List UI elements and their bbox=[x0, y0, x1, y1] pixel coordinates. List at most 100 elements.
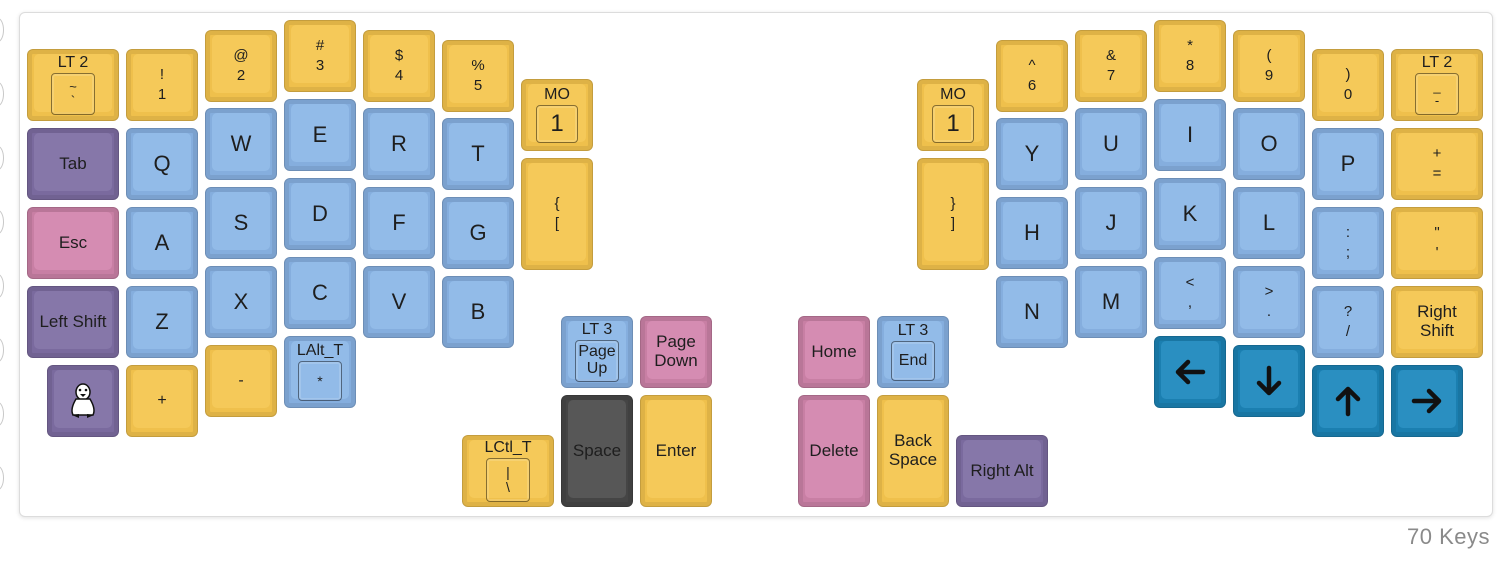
key-4[interactable]: $ 4 bbox=[363, 30, 435, 102]
key-base-label: 9 bbox=[1264, 67, 1274, 84]
key-left-bracket[interactable]: { [ bbox=[521, 158, 593, 270]
key-8[interactable]: * 8 bbox=[1154, 20, 1226, 92]
key-v[interactable]: V bbox=[363, 266, 435, 338]
key-c[interactable]: C bbox=[284, 257, 356, 329]
key-slash[interactable]: ? / bbox=[1312, 286, 1384, 358]
key-label: W bbox=[230, 130, 252, 156]
key-lalt-asterisk[interactable]: LAlt_T * bbox=[284, 336, 356, 408]
key-right-alt[interactable]: Right Alt bbox=[956, 435, 1048, 507]
key-g[interactable]: G bbox=[442, 197, 514, 269]
key-0[interactable]: ) 0 bbox=[1312, 49, 1384, 121]
key-label-line1: Page bbox=[656, 332, 696, 352]
key-comma[interactable]: < , bbox=[1154, 257, 1226, 329]
key-lt3-end[interactable]: LT 3 End bbox=[877, 316, 949, 388]
key-hold-label: MO bbox=[544, 86, 570, 103]
key-2[interactable]: @ 2 bbox=[205, 30, 277, 102]
key-period[interactable]: > . bbox=[1233, 266, 1305, 338]
key-1[interactable]: ! 1 bbox=[126, 49, 198, 121]
key-l[interactable]: L bbox=[1233, 187, 1305, 259]
key-tap-box: _ - bbox=[1415, 73, 1459, 115]
key-arrow-right[interactable] bbox=[1391, 365, 1463, 437]
key-6[interactable]: ^ 6 bbox=[996, 40, 1068, 112]
key-n[interactable]: N bbox=[996, 276, 1068, 348]
key-label: B bbox=[470, 298, 486, 324]
page-edge-markers bbox=[0, 18, 4, 498]
key-space[interactable]: Space bbox=[561, 395, 633, 507]
key-k[interactable]: K bbox=[1154, 178, 1226, 250]
key-7[interactable]: & 7 bbox=[1075, 30, 1147, 102]
key-9[interactable]: ( 9 bbox=[1233, 30, 1305, 102]
key-os-linux[interactable] bbox=[47, 365, 119, 437]
key-shift-label: { bbox=[554, 194, 560, 212]
key-z[interactable]: Z bbox=[126, 286, 198, 358]
key-label: V bbox=[391, 288, 407, 314]
key-shift-label: | bbox=[506, 464, 510, 481]
key-quote[interactable]: " ' bbox=[1391, 207, 1483, 279]
key-label: L bbox=[1262, 209, 1276, 235]
key-a[interactable]: A bbox=[126, 207, 198, 279]
key-label: Esc bbox=[58, 232, 88, 252]
key-mo1-right[interactable]: MO 1 bbox=[917, 79, 989, 151]
key-delete[interactable]: Delete bbox=[798, 395, 870, 507]
key-minus[interactable]: - bbox=[205, 345, 277, 417]
key-y[interactable]: Y bbox=[996, 118, 1068, 190]
key-home[interactable]: Home bbox=[798, 316, 870, 388]
up-arrow-icon bbox=[1335, 386, 1361, 417]
key-arrow-left[interactable] bbox=[1154, 336, 1226, 408]
key-enter[interactable]: Enter bbox=[640, 395, 712, 507]
key-b[interactable]: B bbox=[442, 276, 514, 348]
key-base-label: 0 bbox=[1343, 86, 1353, 103]
key-arrow-down[interactable] bbox=[1233, 345, 1305, 417]
key-d[interactable]: D bbox=[284, 178, 356, 250]
key-lctl-backslash[interactable]: LCtl_T | \ bbox=[462, 435, 554, 507]
key-tap-box: End bbox=[891, 341, 935, 381]
key-left-shift[interactable]: Left Shift bbox=[27, 286, 119, 358]
key-s[interactable]: S bbox=[205, 187, 277, 259]
key-i[interactable]: I bbox=[1154, 99, 1226, 171]
key-mo1-left[interactable]: MO 1 bbox=[521, 79, 593, 151]
key-shift-label: $ bbox=[394, 46, 404, 64]
key-shift-label: & bbox=[1105, 46, 1116, 64]
key-esc[interactable]: Esc bbox=[27, 207, 119, 279]
key-shift-label: > bbox=[1264, 282, 1274, 300]
key-shift-label: @ bbox=[233, 46, 249, 64]
key-r[interactable]: R bbox=[363, 108, 435, 180]
key-x[interactable]: X bbox=[205, 266, 277, 338]
key-label-line2: Down bbox=[654, 351, 698, 370]
key-t[interactable]: T bbox=[442, 118, 514, 190]
key-w[interactable]: W bbox=[205, 108, 277, 180]
key-right-shift[interactable]: Right Shift bbox=[1391, 286, 1483, 358]
key-count-label: 70 Keys bbox=[1407, 524, 1490, 549]
key-h[interactable]: H bbox=[996, 197, 1068, 269]
key-f[interactable]: F bbox=[363, 187, 435, 259]
key-lt3-page-up[interactable]: LT 3 Page Up bbox=[561, 316, 633, 388]
key-3[interactable]: # 3 bbox=[284, 20, 356, 92]
key-semicolon[interactable]: : ; bbox=[1312, 207, 1384, 279]
key-label: U bbox=[1103, 130, 1119, 156]
key-p[interactable]: P bbox=[1312, 128, 1384, 200]
key-5[interactable]: % 5 bbox=[442, 40, 514, 112]
key-lt2-minus[interactable]: LT 2 _ - bbox=[1391, 49, 1483, 121]
key-label: P bbox=[1340, 150, 1356, 176]
key-label: F bbox=[392, 209, 406, 235]
key-q[interactable]: Q bbox=[126, 128, 198, 200]
key-base-label: - bbox=[1434, 93, 1440, 108]
key-base-label: 8 bbox=[1185, 57, 1195, 74]
key-lt2-grave[interactable]: LT 2 ~ ` bbox=[27, 49, 119, 121]
key-tap-box: 1 bbox=[932, 105, 974, 143]
key-equals[interactable]: + = bbox=[1391, 128, 1483, 200]
key-backspace[interactable]: Back Space bbox=[877, 395, 949, 507]
key-plus[interactable]: + bbox=[126, 365, 198, 437]
key-o[interactable]: O bbox=[1233, 108, 1305, 180]
key-arrow-up[interactable] bbox=[1312, 365, 1384, 437]
key-j[interactable]: J bbox=[1075, 187, 1147, 259]
key-right-bracket[interactable]: } ] bbox=[917, 158, 989, 270]
key-base-label: \ bbox=[506, 479, 510, 495]
left-arrow-icon bbox=[1175, 359, 1206, 385]
key-e[interactable]: E bbox=[284, 99, 356, 171]
key-page-down[interactable]: Page Down bbox=[640, 316, 712, 388]
key-m[interactable]: M bbox=[1075, 266, 1147, 338]
key-tab[interactable]: Tab bbox=[27, 128, 119, 200]
key-base-label: / bbox=[1345, 323, 1351, 340]
key-u[interactable]: U bbox=[1075, 108, 1147, 180]
